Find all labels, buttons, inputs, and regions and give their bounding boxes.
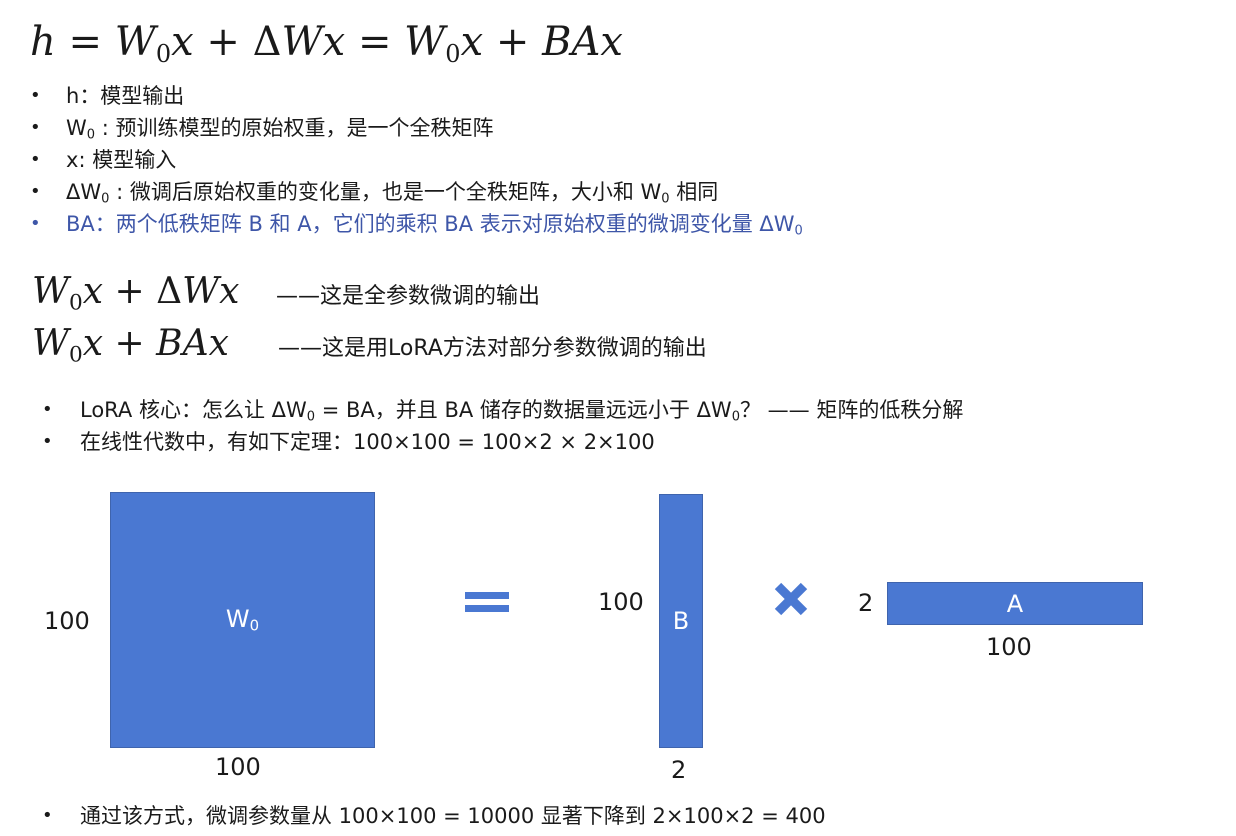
main-formula: h = W0x + ΔWx = W0x + BAx [30, 12, 623, 84]
b-label: B [672, 607, 690, 635]
cmp1-delta: Δ [156, 270, 183, 312]
cmp2-sub: 0 [69, 342, 83, 368]
def-x-text: : 模型输入 [78, 148, 177, 172]
formula-eq-2: = [357, 19, 392, 65]
bottom-list: 通过该方式，微调参数量从 100×100 = 10000 显著下降到 2×100… [0, 800, 826, 832]
formula-x-2: x [322, 19, 346, 65]
cmp2-x: x [82, 322, 104, 364]
def-w0-sub: 0 [86, 127, 96, 143]
cmp1-w2: W [182, 270, 220, 312]
def-delta-lead: ΔW [66, 180, 102, 204]
formula-sub-2: 0 [445, 40, 461, 69]
def-w0-lead: W [66, 116, 87, 140]
formula-w-3: W [404, 19, 446, 65]
cmp2-x2: x [208, 322, 229, 364]
formula-h: h [30, 19, 56, 65]
cmp1-sub: 0 [69, 290, 83, 316]
full-finetune-note: ——这是全参数微调的输出 [276, 284, 541, 309]
lora-note: ——这是用LoRA方法对部分参数微调的输出 [278, 336, 707, 361]
def-ba-text: ：两个低秩矩阵 B 和 A，它们的乘积 BA 表示对原始权重的微调变化量 ΔW [94, 212, 795, 236]
w0-width-label: 100 [215, 753, 261, 781]
full-finetune-row: W0x + ΔWx ——这是全参数微调的输出 [32, 268, 540, 318]
def-delta-text: : 微调后原始权重的变化量，也是一个全秩矩阵，大小和 W [109, 180, 662, 204]
core-item-2: 在线性代数中，有如下定理：100×100 = 100×2 × 2×100 [0, 426, 963, 458]
cmp2-a: A [182, 322, 209, 364]
formula-sub-1: 0 [155, 40, 172, 69]
equals-bar-top [465, 592, 509, 599]
equals-bar-bottom [465, 605, 509, 612]
core-item-1: LoRA 核心：怎么让 ΔW0 = BA，并且 BA 储存的数据量远远小于 ΔW… [0, 394, 963, 426]
cmp1-plus: + [114, 270, 145, 312]
formula-plus-2: + [495, 19, 530, 65]
lora-formula: W0x + BAx [32, 323, 229, 367]
def-x: x: 模型输入 [0, 144, 803, 176]
formula-w-2: W [281, 19, 323, 65]
core-item-2-text: 在线性代数中，有如下定理：100×100 = 100×2 × 2×100 [80, 430, 655, 454]
def-x-lead: x [66, 148, 79, 172]
times-icon [774, 582, 808, 616]
cmp2-plus: + [114, 322, 145, 364]
lora-row: W0x + BAx ——这是用LoRA方法对部分参数微调的输出 [32, 320, 707, 370]
def-ba-sub: 0 [794, 223, 803, 239]
a-height-label: 2 [858, 589, 874, 617]
w0-matrix-box: W0 [110, 492, 375, 748]
formula-x-3: x [460, 19, 484, 65]
bottom-item: 通过该方式，微调参数量从 100×100 = 10000 显著下降到 2×100… [0, 800, 826, 832]
a-width-label: 100 [986, 633, 1032, 661]
w0-height-label: 100 [44, 607, 90, 635]
core-item-1-sub2: 0 [731, 409, 740, 425]
definitions-list: h：模型输出 W0 : 预训练模型的原始权重，是一个全秩矩阵 x: 模型输入 Δ… [0, 80, 803, 240]
formula-x-4: x [600, 19, 623, 65]
cmp2-b: B [156, 322, 183, 364]
formula-plus-1: + [206, 19, 240, 65]
w0-label: W0 [226, 605, 259, 635]
core-item-1-c: ？ —— 矩阵的低秩分解 [739, 398, 964, 422]
formula-delta: Δ [252, 19, 282, 65]
b-height-label: 100 [598, 588, 644, 616]
b-matrix-box: B [659, 494, 703, 748]
def-h-lead: h [66, 84, 80, 108]
full-finetune-formula: W0x + ΔWx [32, 271, 239, 315]
core-list: LoRA 核心：怎么让 ΔW0 = BA，并且 BA 储存的数据量远远小于 ΔW… [0, 394, 963, 458]
def-h: h：模型输出 [0, 80, 803, 112]
def-ba-lead: BA [66, 212, 95, 236]
a-matrix-box: A [887, 582, 1143, 625]
w0-label-sub: 0 [249, 616, 260, 635]
core-item-1-b: = BA，并且 BA 储存的数据量远远小于 ΔW [315, 398, 732, 422]
formula-w-1: W [114, 19, 156, 65]
core-item-1-sub: 0 [306, 409, 316, 425]
a-label: A [1006, 589, 1024, 618]
cmp1-x: x [82, 270, 104, 312]
formula-x-1: x [171, 19, 194, 65]
def-delta-text2: 相同 [669, 180, 719, 204]
def-w0-text: : 预训练模型的原始权重，是一个全秩矩阵 [95, 116, 494, 140]
formula-b: B [542, 19, 572, 65]
w0-label-main: W [225, 605, 250, 634]
def-w0: W0 : 预训练模型的原始权重，是一个全秩矩阵 [0, 112, 803, 144]
core-item-1-a: LoRA 核心：怎么让 ΔW [80, 398, 307, 422]
def-h-text: ：模型输出 [79, 84, 185, 108]
bottom-item-text: 通过该方式，微调参数量从 100×100 = 10000 显著下降到 2×100… [80, 804, 826, 828]
cmp1-x2: x [219, 270, 240, 312]
def-ba: BA：两个低秩矩阵 B 和 A，它们的乘积 BA 表示对原始权重的微调变化量 Δ… [0, 208, 803, 240]
cmp1-w: W [32, 270, 70, 312]
def-delta-sub2: 0 [661, 191, 670, 207]
def-delta-w0: ΔW0 : 微调后原始权重的变化量，也是一个全秩矩阵，大小和 W0 相同 [0, 176, 803, 208]
def-delta-sub: 0 [101, 191, 110, 207]
cmp2-w: W [32, 322, 70, 364]
formula-a: A [571, 19, 601, 65]
b-width-label: 2 [671, 756, 687, 784]
formula-eq-1: = [68, 19, 102, 65]
